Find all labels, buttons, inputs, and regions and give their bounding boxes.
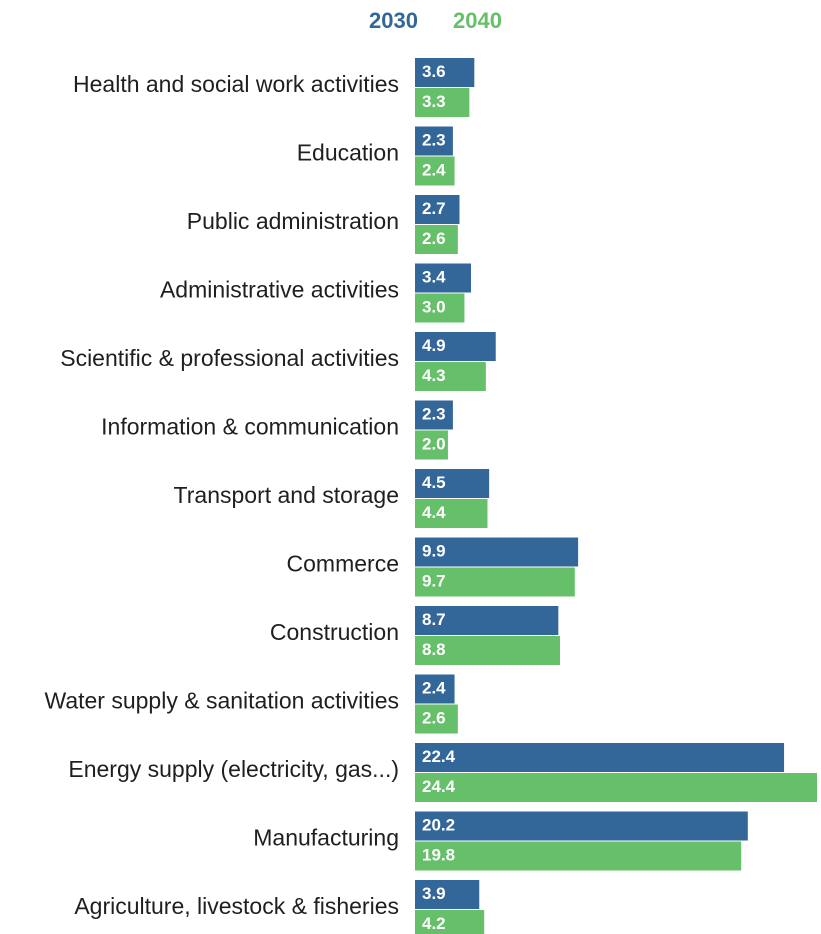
chart-legend: 2030 2040 bbox=[369, 8, 502, 33]
data-label-2030: 3.4 bbox=[422, 267, 446, 286]
bar-2040 bbox=[415, 910, 485, 934]
data-label-2040: 2.6 bbox=[422, 229, 446, 248]
bar-2040 bbox=[415, 567, 575, 597]
bar-2030 bbox=[415, 126, 453, 156]
data-label-2030: 22.4 bbox=[422, 747, 456, 766]
bar-2030 bbox=[415, 263, 472, 293]
data-label-2040: 24.4 bbox=[422, 777, 456, 796]
data-label-2030: 3.9 bbox=[422, 884, 446, 903]
bar-2040 bbox=[415, 225, 458, 254]
data-label-2030: 2.3 bbox=[422, 130, 446, 149]
category-label: Construction bbox=[270, 619, 399, 645]
category-label: Commerce bbox=[287, 551, 399, 577]
bar-2040 bbox=[415, 773, 817, 802]
category-labels: Health and social work activities Educati… bbox=[44, 71, 399, 919]
bar-2040 bbox=[415, 430, 448, 460]
data-label-2040: 8.8 bbox=[422, 640, 446, 659]
bar-2030 bbox=[415, 880, 480, 909]
data-label-2030: 4.9 bbox=[422, 336, 446, 355]
data-label-2040: 2.6 bbox=[422, 708, 446, 727]
data-label-2040: 2.0 bbox=[422, 434, 446, 453]
bar-2040 bbox=[415, 841, 742, 871]
bar-2030 bbox=[415, 537, 579, 567]
bar-2030 bbox=[415, 195, 460, 224]
category-label: Public administration bbox=[187, 208, 399, 234]
bar-2030 bbox=[415, 400, 453, 430]
bar-2030 bbox=[415, 811, 748, 841]
legend-entry-2040: 2040 bbox=[453, 8, 502, 33]
data-label-2040: 3.0 bbox=[422, 297, 446, 316]
data-label-2040: 9.7 bbox=[422, 571, 446, 590]
category-label: Agriculture, livestock & fisheries bbox=[74, 893, 399, 919]
category-label: Information & communication bbox=[101, 414, 399, 440]
bar-2030 bbox=[415, 606, 559, 635]
bar-2040 bbox=[415, 362, 486, 391]
data-label-2030: 4.5 bbox=[422, 473, 446, 492]
bar-2030 bbox=[415, 58, 475, 87]
category-label: Administrative activities bbox=[160, 277, 399, 303]
bar-2030 bbox=[415, 674, 455, 704]
data-label-2040: 4.3 bbox=[422, 366, 446, 385]
category-label: Education bbox=[297, 140, 399, 166]
value-labels: 3.6 3.3 2.3 2.4 2.7 2.6 3.4 3.0 4.9 4.3 2.3 2.0 4.5 4… bbox=[422, 62, 456, 933]
category-label: Health and social work activities bbox=[73, 71, 399, 97]
bar-2040 bbox=[415, 293, 465, 323]
data-label-2030: 2.7 bbox=[422, 199, 446, 218]
category-label: Scientific & professional activities bbox=[60, 345, 399, 371]
bar-series bbox=[415, 58, 817, 934]
bar-2030 bbox=[415, 469, 490, 498]
category-label: Energy supply (electricity, gas...) bbox=[68, 756, 399, 782]
category-label: Transport and storage bbox=[174, 482, 399, 508]
data-label-2040: 4.4 bbox=[422, 503, 446, 522]
legend-entry-2030: 2030 bbox=[369, 8, 418, 33]
category-label: Manufacturing bbox=[253, 825, 399, 851]
data-label-2040: 19.8 bbox=[422, 845, 455, 864]
data-label-2030: 8.7 bbox=[422, 610, 446, 629]
data-label-2040: 2.4 bbox=[422, 160, 446, 179]
category-label: Water supply & sanitation activities bbox=[44, 688, 399, 714]
data-label-2030: 20.2 bbox=[422, 815, 455, 834]
bar-2040 bbox=[415, 88, 470, 117]
bar-2030 bbox=[415, 743, 785, 772]
bar-2040 bbox=[415, 156, 455, 186]
data-label-2030: 3.6 bbox=[422, 62, 446, 81]
bar-2040 bbox=[415, 499, 488, 528]
data-label-2040: 4.2 bbox=[422, 914, 446, 933]
data-label-2030: 2.4 bbox=[422, 678, 446, 697]
data-label-2030: 2.3 bbox=[422, 404, 446, 423]
bar-2040 bbox=[415, 636, 560, 665]
data-label-2040: 3.3 bbox=[422, 92, 446, 111]
data-label-2030: 9.9 bbox=[422, 541, 446, 560]
bar-2040 bbox=[415, 704, 458, 734]
bar-2030 bbox=[415, 332, 496, 361]
